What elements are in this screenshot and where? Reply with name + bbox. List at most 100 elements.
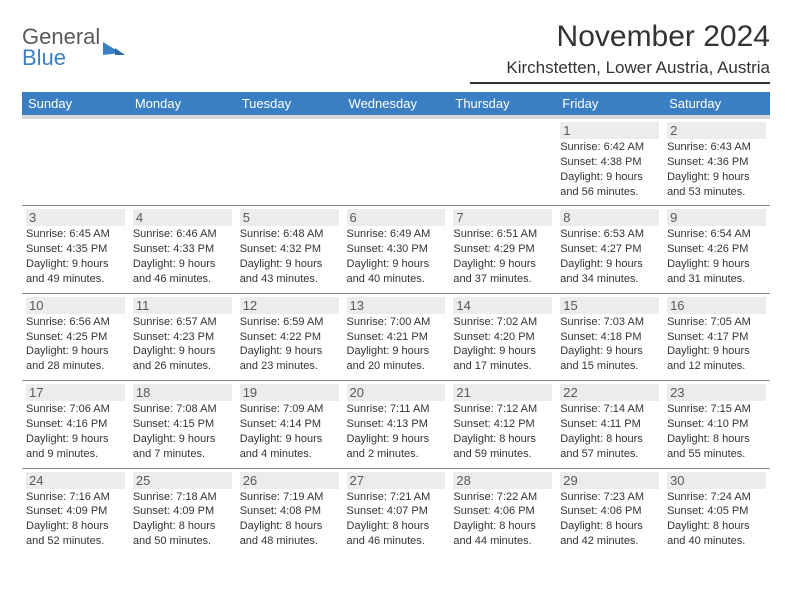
sunset-text: Sunset: 4:29 PM	[453, 242, 552, 257]
calendar-cell: 8Sunrise: 6:53 AMSunset: 4:27 PMDaylight…	[556, 206, 663, 293]
day-number: 16	[667, 297, 766, 314]
sunset-text: Sunset: 4:06 PM	[453, 504, 552, 519]
sunrise-text: Sunrise: 7:14 AM	[560, 402, 659, 417]
daylight-text: and 57 minutes.	[560, 447, 659, 462]
day-number: 14	[453, 297, 552, 314]
sunset-text: Sunset: 4:36 PM	[667, 155, 766, 170]
daylight-text: and 59 minutes.	[453, 447, 552, 462]
sunrise-text: Sunrise: 7:03 AM	[560, 315, 659, 330]
calendar-cell: 17Sunrise: 7:06 AMSunset: 4:16 PMDayligh…	[22, 381, 129, 468]
calendar-cell: 2Sunrise: 6:43 AMSunset: 4:36 PMDaylight…	[663, 117, 770, 206]
month-title: November 2024	[470, 20, 770, 54]
sunrise-text: Sunrise: 7:05 AM	[667, 315, 766, 330]
sunrise-text: Sunrise: 6:49 AM	[347, 227, 446, 242]
sunset-text: Sunset: 4:22 PM	[240, 330, 339, 345]
location-text: Kirchstetten, Lower Austria, Austria	[470, 58, 770, 84]
sunrise-text: Sunrise: 6:59 AM	[240, 315, 339, 330]
daylight-text: and 56 minutes.	[560, 185, 659, 200]
day-number: 22	[560, 384, 659, 401]
day-header: Tuesday	[236, 92, 343, 117]
sunrise-text: Sunrise: 7:22 AM	[453, 490, 552, 505]
day-number: 19	[240, 384, 339, 401]
day-number: 6	[347, 209, 446, 226]
sunset-text: Sunset: 4:15 PM	[133, 417, 232, 432]
sunset-text: Sunset: 4:25 PM	[26, 330, 125, 345]
sunset-text: Sunset: 4:06 PM	[560, 504, 659, 519]
daylight-text: Daylight: 8 hours	[560, 519, 659, 534]
daylight-text: and 42 minutes.	[560, 534, 659, 549]
daylight-text: Daylight: 9 hours	[667, 257, 766, 272]
daylight-text: and 4 minutes.	[240, 447, 339, 462]
daylight-text: and 44 minutes.	[453, 534, 552, 549]
daylight-text: Daylight: 8 hours	[26, 519, 125, 534]
daylight-text: and 48 minutes.	[240, 534, 339, 549]
day-number: 9	[667, 209, 766, 226]
daylight-text: Daylight: 9 hours	[26, 432, 125, 447]
day-number-empty	[26, 122, 125, 139]
sunrise-text: Sunrise: 6:42 AM	[560, 140, 659, 155]
sunrise-text: Sunrise: 7:15 AM	[667, 402, 766, 417]
sunrise-text: Sunrise: 6:51 AM	[453, 227, 552, 242]
day-number: 12	[240, 297, 339, 314]
sunrise-text: Sunrise: 7:18 AM	[133, 490, 232, 505]
daylight-text: Daylight: 9 hours	[453, 344, 552, 359]
sunrise-text: Sunrise: 6:48 AM	[240, 227, 339, 242]
daylight-text: and 31 minutes.	[667, 272, 766, 287]
sunset-text: Sunset: 4:27 PM	[560, 242, 659, 257]
sunrise-text: Sunrise: 7:24 AM	[667, 490, 766, 505]
sunrise-text: Sunrise: 7:11 AM	[347, 402, 446, 417]
sunset-text: Sunset: 4:30 PM	[347, 242, 446, 257]
sunset-text: Sunset: 4:26 PM	[667, 242, 766, 257]
daylight-text: Daylight: 9 hours	[347, 432, 446, 447]
day-number: 17	[26, 384, 125, 401]
daylight-text: Daylight: 9 hours	[667, 344, 766, 359]
sunrise-text: Sunrise: 6:57 AM	[133, 315, 232, 330]
sunset-text: Sunset: 4:07 PM	[347, 504, 446, 519]
daylight-text: and 26 minutes.	[133, 359, 232, 374]
day-number-empty	[133, 122, 232, 139]
calendar-cell: 24Sunrise: 7:16 AMSunset: 4:09 PMDayligh…	[22, 468, 129, 555]
day-header: Friday	[556, 92, 663, 117]
sunset-text: Sunset: 4:21 PM	[347, 330, 446, 345]
sunset-text: Sunset: 4:09 PM	[133, 504, 232, 519]
sunset-text: Sunset: 4:12 PM	[453, 417, 552, 432]
calendar-cell: 19Sunrise: 7:09 AMSunset: 4:14 PMDayligh…	[236, 381, 343, 468]
day-number: 3	[26, 209, 125, 226]
sunset-text: Sunset: 4:10 PM	[667, 417, 766, 432]
daylight-text: and 43 minutes.	[240, 272, 339, 287]
calendar-table: SundayMondayTuesdayWednesdayThursdayFrid…	[22, 92, 770, 555]
day-number: 28	[453, 472, 552, 489]
sunrise-text: Sunrise: 6:56 AM	[26, 315, 125, 330]
daylight-text: and 34 minutes.	[560, 272, 659, 287]
sunset-text: Sunset: 4:38 PM	[560, 155, 659, 170]
daylight-text: and 40 minutes.	[347, 272, 446, 287]
daylight-text: and 37 minutes.	[453, 272, 552, 287]
daylight-text: and 17 minutes.	[453, 359, 552, 374]
sunset-text: Sunset: 4:17 PM	[667, 330, 766, 345]
day-number: 24	[26, 472, 125, 489]
day-number: 20	[347, 384, 446, 401]
day-header: Wednesday	[343, 92, 450, 117]
calendar-cell: 20Sunrise: 7:11 AMSunset: 4:13 PMDayligh…	[343, 381, 450, 468]
calendar-week: 24Sunrise: 7:16 AMSunset: 4:09 PMDayligh…	[22, 468, 770, 555]
daylight-text: and 52 minutes.	[26, 534, 125, 549]
daylight-text: and 28 minutes.	[26, 359, 125, 374]
calendar-cell: 13Sunrise: 7:00 AMSunset: 4:21 PMDayligh…	[343, 293, 450, 380]
daylight-text: Daylight: 8 hours	[453, 519, 552, 534]
sunset-text: Sunset: 4:32 PM	[240, 242, 339, 257]
day-number-empty	[347, 122, 446, 139]
daylight-text: and 40 minutes.	[667, 534, 766, 549]
daylight-text: Daylight: 9 hours	[240, 257, 339, 272]
daylight-text: Daylight: 9 hours	[240, 432, 339, 447]
calendar-body: 1Sunrise: 6:42 AMSunset: 4:38 PMDaylight…	[22, 117, 770, 555]
calendar-week: 3Sunrise: 6:45 AMSunset: 4:35 PMDaylight…	[22, 206, 770, 293]
daylight-text: and 46 minutes.	[133, 272, 232, 287]
sunrise-text: Sunrise: 7:23 AM	[560, 490, 659, 505]
calendar-cell: 18Sunrise: 7:08 AMSunset: 4:15 PMDayligh…	[129, 381, 236, 468]
calendar-cell	[343, 117, 450, 206]
daylight-text: Daylight: 9 hours	[560, 170, 659, 185]
daylight-text: Daylight: 8 hours	[453, 432, 552, 447]
calendar-week: 10Sunrise: 6:56 AMSunset: 4:25 PMDayligh…	[22, 293, 770, 380]
sunset-text: Sunset: 4:23 PM	[133, 330, 232, 345]
calendar-cell: 29Sunrise: 7:23 AMSunset: 4:06 PMDayligh…	[556, 468, 663, 555]
